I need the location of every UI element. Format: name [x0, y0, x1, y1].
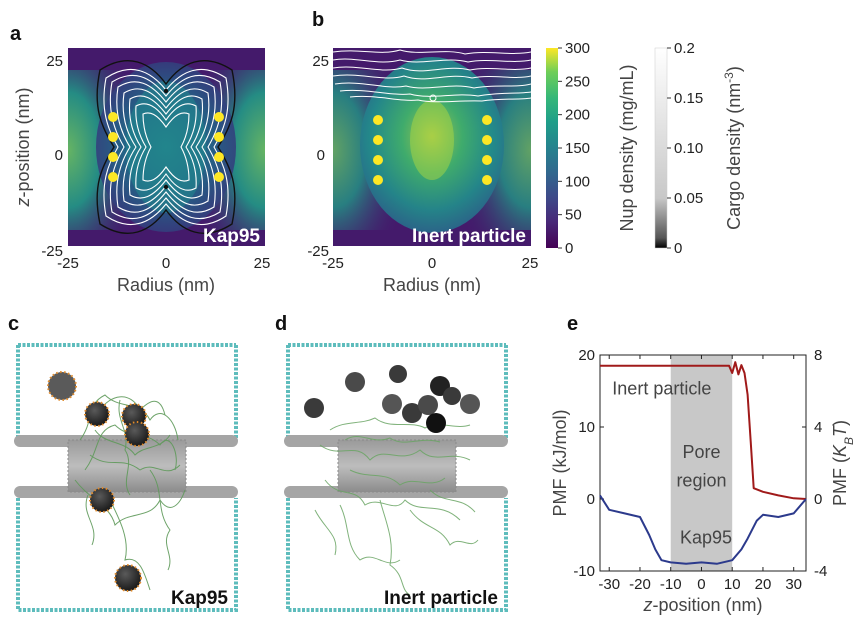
- colorbar-cargo-tick-label: 0.2: [674, 40, 695, 57]
- pmf-chart: Pore region -30 -20 -10 0 10 20 30 -10 0 10 20 -4 0 4…: [550, 347, 853, 615]
- b-xtick-left: -25: [322, 255, 344, 272]
- series-label-inert: Inert particle: [612, 379, 711, 399]
- b-ytick-top: 25: [312, 53, 329, 70]
- colorbar-cargo-tick-label: 0: [674, 240, 682, 257]
- snapshot-d-label: Inert particle: [384, 588, 498, 609]
- colorbar-cargo-tick-label: 0.05: [674, 190, 703, 207]
- pmf-ytick-right-label: 4: [814, 419, 822, 436]
- a-ylabel: z-position (nm): [13, 87, 33, 207]
- pmf-axes: -30 -20 -10 0 10 20 30 -10 0 10 20 -4 0 4 8: [573, 347, 827, 593]
- nup-strands-d: [314, 417, 479, 596]
- colorbar-cargo-tick-label: 0.15: [674, 90, 703, 107]
- pmf-xtick-label: -30: [598, 576, 620, 593]
- colorbar-nup-ticks: 300 250 200 150 100 50 0: [558, 40, 590, 257]
- pmf-ytick-label: 0: [587, 491, 595, 508]
- pore-scaffold-d: [284, 435, 508, 498]
- a-ytick-top: 25: [46, 53, 63, 70]
- heatmap-a-label: Kap95: [203, 226, 260, 247]
- heatmap-b: Inert particle: [333, 48, 531, 247]
- colorbar-nup-tick-label: 50: [565, 207, 582, 224]
- pmf-xtick-label: 10: [724, 576, 741, 593]
- pmf-xtick-label: 0: [697, 576, 705, 593]
- colorbar-cargo-label: Cargo density (nm-3): [722, 66, 744, 230]
- colorbar-cargo-gradient: [654, 47, 668, 249]
- b-xtick-mid: 0: [428, 255, 436, 272]
- pmf-ytick-label: -10: [573, 563, 595, 580]
- pmf-ytick-label: 10: [578, 419, 595, 436]
- pmf-ytick-label: 20: [578, 347, 595, 364]
- heatmap-a-axes: 25 0 -25 -25 0 25 Radius (nm) z-position…: [13, 53, 270, 295]
- colorbar-nup-tick-label: 300: [565, 40, 590, 57]
- a-xlabel: Radius (nm): [117, 275, 215, 295]
- b-ytick-mid: 0: [317, 147, 325, 164]
- series-line-kap95: [599, 494, 807, 565]
- panel-letter-a: a: [10, 23, 22, 45]
- colorbar-nup-tick-label: 250: [565, 73, 590, 90]
- snapshot-d: Inert particle: [284, 343, 508, 612]
- colorbar-nup-label: Nup density (mg/mL): [617, 64, 637, 231]
- a-xtick-mid: 0: [162, 255, 170, 272]
- inert-particles-d: [304, 365, 480, 433]
- a-ytick-mid: 0: [55, 147, 63, 164]
- pmf-xlabel: z-position (nm): [642, 595, 762, 615]
- pmf-ylabel-left: PMF (kJ/mol): [550, 410, 570, 517]
- contour-outer-a: [96, 60, 236, 234]
- colorbar-cargo: 0.2 0.15 0.10 0.05 0 Cargo density (nm-3): [654, 40, 744, 257]
- pmf-ytick-right-label: 8: [814, 347, 822, 364]
- pmf-ylabel-right: PMF (KBT): [830, 420, 853, 506]
- panel-letter-e: e: [567, 313, 578, 335]
- b-xtick-right: 25: [522, 255, 539, 272]
- panel-letter-d: d: [275, 313, 287, 335]
- b-ytick-bottom: -25: [307, 243, 329, 260]
- pore-region-label-2: region: [676, 471, 726, 491]
- series-line-inert-particle: [600, 361, 807, 500]
- colorbar-nup-tick-label: 200: [565, 107, 590, 124]
- pmf-series: [599, 361, 807, 565]
- colorbar-cargo-tick-label: 0.10: [674, 140, 703, 157]
- snapshot-c: Kap95: [14, 343, 238, 612]
- a-xtick-right: 25: [254, 255, 271, 272]
- pmf-plot-frame: [599, 354, 807, 572]
- colorbar-cargo-ticks: 0.2 0.15 0.10 0.05 0: [667, 40, 703, 257]
- pmf-ytick-right-label: -4: [814, 563, 827, 580]
- colorbar-nup-tick-label: 150: [565, 140, 590, 157]
- contour-marker-b: [429, 94, 437, 102]
- pore-region-label-1: Pore: [682, 442, 720, 462]
- contour-marker-bottom-a: [163, 184, 169, 190]
- contour-lines-b: [333, 49, 531, 103]
- grafting-beads-b: [373, 115, 492, 185]
- pmf-xtick-label: 20: [755, 576, 772, 593]
- pmf-ytick-right-label: 0: [814, 491, 822, 508]
- a-xtick-left: -25: [57, 255, 79, 272]
- pore-region-shade: [670, 355, 733, 571]
- heatmap-b-axes: 25 0 -25 -25 0 25 Radius (nm): [307, 53, 538, 295]
- panel-letter-b: b: [312, 9, 324, 31]
- contour-lines-a: [103, 69, 229, 225]
- b-xlabel: Radius (nm): [383, 275, 481, 295]
- heatmap-a: Kap95: [68, 48, 265, 247]
- pmf-xtick-label: -20: [629, 576, 651, 593]
- contour-marker-top-a: [163, 88, 169, 94]
- colorbar-nup-tick-label: 100: [565, 173, 590, 190]
- colorbar-nup-gradient: [546, 48, 558, 248]
- snapshot-c-label: Kap95: [171, 588, 228, 609]
- pmf-xtick-label: 30: [785, 576, 802, 593]
- scaffold-box-d: [286, 343, 508, 612]
- kap95-particles-c: [47, 371, 150, 592]
- scaffold-box-c: [16, 343, 238, 612]
- colorbar-nup: 300 250 200 150 100 50 0 Nup density (mg/mL): [546, 40, 637, 257]
- heatmap-b-label: Inert particle: [412, 226, 526, 247]
- colorbar-nup-tick-label: 0: [565, 240, 573, 257]
- panel-letter-c: c: [8, 313, 19, 335]
- series-label-kap95: Kap95: [680, 528, 732, 548]
- pmf-xtick-label: -10: [660, 576, 682, 593]
- a-ytick-bottom: -25: [41, 243, 63, 260]
- grafting-beads-a: [108, 112, 224, 182]
